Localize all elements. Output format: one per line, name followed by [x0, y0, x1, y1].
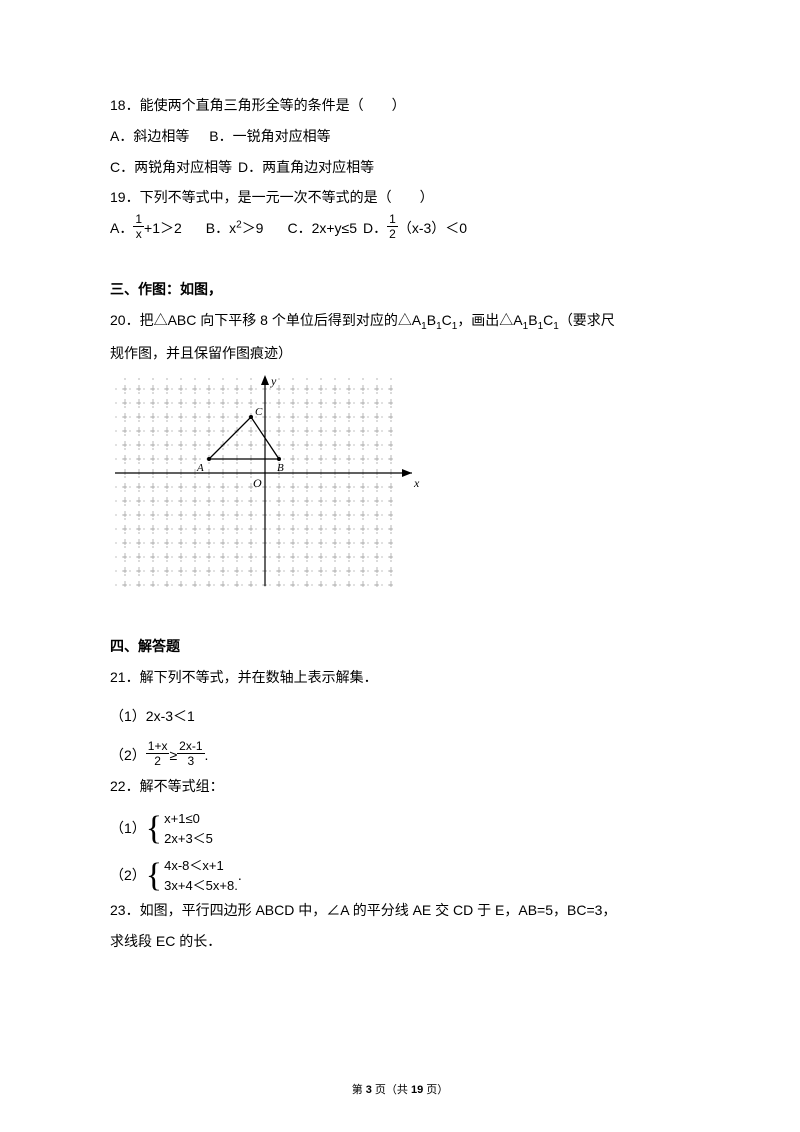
section-4-title: 四、解答题 [110, 631, 690, 662]
question-18: 18．能使两个直角三角形全等的条件是（ ） [110, 90, 690, 121]
q21-part2: （2） 1+x 2 ≥ 2x-1 3 . [110, 740, 690, 771]
svg-text:O: O [253, 476, 262, 490]
svg-text:y: y [270, 374, 277, 388]
question-20: 20．把△ABC 向下平移 8 个单位后得到对应的△A1B1C1，画出△A1B1… [110, 305, 690, 338]
svg-text:A: A [196, 462, 204, 474]
q18-opt-b: B．一锐角对应相等 [209, 128, 330, 144]
question-23-line2: 求线段 EC 的长． [110, 926, 690, 957]
q18-opt-a: A．斜边相等 [110, 128, 189, 144]
q19-opt-a-prefix: A． [110, 213, 133, 244]
svg-text:x: x [413, 476, 420, 490]
q19-opt-d-prefix: D． [363, 213, 387, 244]
q21-part1: （1）2x-3＜1 [110, 701, 690, 732]
grid-figure: x y O A B C [110, 373, 420, 591]
q21-p2-frac1: 1+x 2 [146, 740, 170, 767]
question-20-line2: 规作图，并且保留作图痕迹） [110, 338, 690, 369]
q19-options: A． 1 x +1＞2 B．x2＞9 C．2x+y≤5 D． 1 2 （x-3）… [110, 213, 690, 244]
q18-options-row1: A．斜边相等 B．一锐角对应相等 [110, 121, 690, 152]
q21-p2-frac2: 2x-1 3 [177, 740, 204, 767]
q18-opt-c: C．两锐角对应相等 [110, 159, 232, 175]
q19-opt-a-frac: 1 x [133, 213, 144, 240]
q19-opt-d-frac: 1 2 [387, 213, 398, 240]
q19-opt-d-suffix: （x-3）＜0 [398, 213, 467, 244]
q19-opt-b: B．x2＞9 [206, 213, 264, 244]
q22-part2: （2） { 4x-8＜x+1 3x+4＜5x+8. . [110, 856, 690, 895]
question-23-line1: 23．如图，平行四边形 ABCD 中，∠A 的平分线 AE 交 CD 于 E，A… [110, 895, 690, 926]
q19-opt-c: C．2x+y≤5 [287, 213, 357, 244]
q18-opt-d: D．两直角边对应相等 [238, 159, 374, 175]
q18-options-row2: C．两锐角对应相等 D．两直角边对应相等 [110, 152, 690, 183]
question-21: 21．解下列不等式，并在数轴上表示解集． [110, 662, 690, 693]
page-footer: 第 3 页（共 19 页） [0, 1081, 800, 1097]
svg-text:C: C [255, 406, 263, 418]
question-19: 19．下列不等式中，是一元一次不等式的是（ ） [110, 182, 690, 213]
q22-part1: （1） { x+1≤0 2x+3＜5 [110, 809, 690, 848]
svg-text:B: B [277, 462, 284, 474]
section-3-title: 三、作图：如图， [110, 274, 690, 305]
q19-opt-a-suffix: +1＞2 [144, 213, 182, 244]
question-22: 22．解不等式组： [110, 771, 690, 802]
